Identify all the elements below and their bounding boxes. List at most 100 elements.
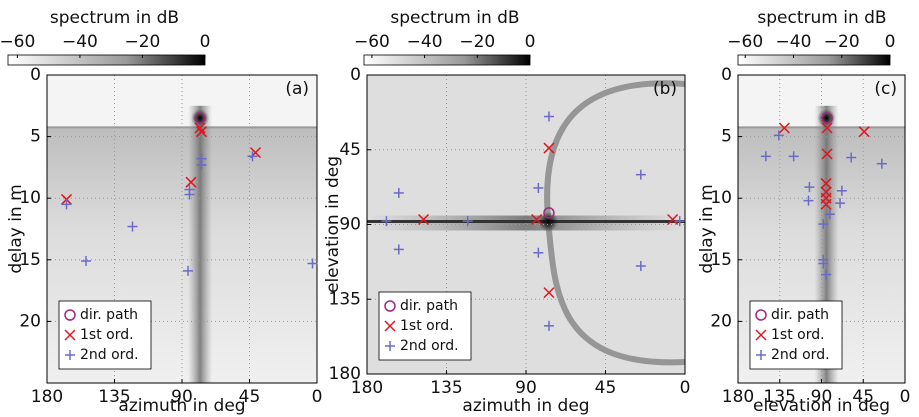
legend-label: dir. path: [400, 298, 458, 314]
marker-first-order: [543, 287, 555, 299]
x-tick-label: 135: [98, 387, 130, 407]
marker-second-order: [184, 189, 195, 200]
marker-second-order: [127, 221, 138, 232]
marker-stroke: [755, 329, 767, 341]
marker-second-order: [247, 151, 258, 162]
marker-stroke: [384, 320, 396, 332]
colorbar-tick-label: −60: [727, 32, 763, 52]
marker-second-order: [835, 198, 846, 209]
panel-label: (c): [874, 79, 897, 99]
marker-second-order: [818, 219, 829, 230]
marker-second-order: [824, 209, 835, 220]
x-tick-label: 45: [595, 378, 617, 398]
marker-first-order: [194, 122, 206, 134]
marker-dir-path: [194, 112, 206, 124]
legend-label: dir. path: [80, 307, 138, 323]
panel: 180 135 90 45 0 0 5 10 15 20 azimuth in deg delay i…: [0, 8, 322, 416]
marker-dir-path: [755, 309, 767, 321]
colorbar-tick-label: −60: [354, 32, 390, 52]
y-tick-label: 45: [339, 140, 361, 160]
marker-first-order: [185, 176, 197, 188]
marker-first-order: [755, 329, 767, 341]
marker-stroke: [820, 177, 832, 189]
heatmap: [817, 109, 836, 128]
marker-stroke: [531, 213, 543, 226]
y-tick-label: 135: [329, 289, 361, 309]
y-tick-label: 180: [329, 364, 361, 384]
y-tick-label: 15: [19, 250, 41, 270]
colorbar-tick-label: 0: [885, 32, 896, 52]
colorbar-tick-label: −40: [62, 32, 98, 52]
colorbar-tick-label: 0: [200, 32, 211, 52]
marker-second-order: [760, 151, 771, 162]
marker-dir-path: [64, 309, 76, 321]
x-axis-label: azimuth in deg: [462, 396, 589, 416]
panel: 180 135 90 45 0 0 5 10 15 20 elevation in deg delay…: [697, 8, 910, 416]
marker-stroke: [185, 176, 197, 188]
y-tick-label: 20: [710, 311, 732, 331]
marker-second-order: [543, 111, 554, 122]
marker-first-order: [418, 213, 430, 226]
x-tick-label: 45: [239, 387, 261, 407]
marker-second-order: [462, 216, 473, 227]
marker-second-order: [393, 244, 404, 255]
y-tick-label: 20: [19, 311, 41, 331]
x-tick-label: 135: [430, 378, 462, 398]
y-axis-label: elevation in deg: [323, 156, 343, 293]
legend-label: 1st ord.: [80, 327, 134, 343]
colorbar: [7, 54, 206, 66]
marker-stroke: [778, 122, 790, 134]
colorbar-tick-label: −40: [776, 32, 812, 52]
marker-stroke: [194, 122, 206, 134]
colorbar-tick-label: −40: [407, 32, 443, 52]
legend-label: 2nd ord.: [771, 347, 830, 363]
marker-stroke: [821, 148, 833, 160]
colorbar-tick-label: 0: [525, 32, 536, 52]
heatmap: [188, 105, 213, 384]
marker-stroke: [820, 198, 832, 210]
panel: 180 135 90 45 0 0 45 90 135 180 azimuth in deg elev…: [323, 8, 690, 416]
plot-frame: [366, 74, 686, 375]
marker-second-order: [876, 158, 887, 169]
marker-first-order: [667, 213, 679, 226]
marker-second-order: [196, 159, 207, 170]
x-tick-label: 90: [811, 387, 833, 407]
marker-second-order: [533, 247, 544, 258]
colorbar-tick-label: −20: [125, 32, 161, 52]
marker-stroke: [858, 126, 870, 138]
x-tick-label: 0: [312, 387, 323, 407]
marker-first-order: [531, 213, 543, 226]
x-tick-label: 180: [351, 378, 383, 398]
y-tick-label: 0: [721, 65, 732, 85]
plot-frame: [737, 74, 906, 384]
colorbar: [363, 54, 531, 66]
legend-label: 1st ord.: [771, 327, 825, 343]
marker-stroke: [195, 126, 208, 138]
x-tick-label: 90: [515, 378, 537, 398]
marker-second-order: [803, 195, 814, 206]
marker-second-order: [81, 256, 91, 267]
marker-second-order: [818, 258, 829, 269]
legend-label: 2nd ord.: [80, 347, 139, 363]
marker-stroke: [543, 142, 555, 154]
y-tick-label: 10: [710, 188, 732, 208]
marker-dir-path: [384, 300, 396, 312]
panel-label: (a): [285, 79, 309, 99]
x-axis-label: azimuth in deg: [118, 396, 245, 416]
y-tick-label: 5: [721, 127, 732, 147]
colorbar-tick-label: −20: [459, 32, 495, 52]
colorbar-title: spectrum in dB: [757, 8, 886, 28]
marker-second-order: [788, 151, 799, 162]
y-tick-label: 0: [30, 65, 41, 85]
panel-label: (b): [653, 79, 677, 99]
marker-first-order: [820, 198, 832, 210]
marker-second-order: [385, 341, 395, 351]
marker-second-order: [804, 182, 815, 193]
marker-first-order: [778, 122, 790, 134]
x-tick-label: 45: [852, 387, 874, 407]
marker-stroke: [64, 329, 76, 341]
marker-second-order: [756, 350, 766, 360]
marker-first-order: [64, 329, 76, 341]
marker-first-order: [384, 320, 396, 332]
marker-first-order: [820, 177, 832, 189]
